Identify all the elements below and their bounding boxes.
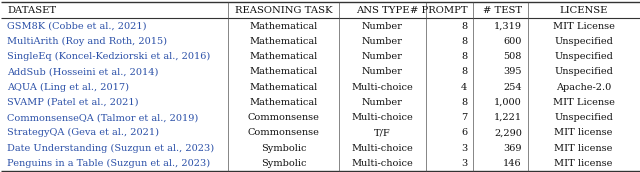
Text: Multi-choice: Multi-choice	[351, 159, 413, 168]
Text: AQUA (Ling et al., 2017): AQUA (Ling et al., 2017)	[7, 83, 129, 92]
Text: 1,221: 1,221	[493, 113, 522, 122]
Text: SingleEq (Koncel-Kedziorski et al., 2016): SingleEq (Koncel-Kedziorski et al., 2016…	[7, 52, 211, 61]
Text: Number: Number	[362, 37, 403, 46]
Text: Number: Number	[362, 67, 403, 76]
Text: ANS TYPE: ANS TYPE	[356, 6, 409, 15]
Text: MIT license: MIT license	[554, 159, 613, 168]
Text: Number: Number	[362, 22, 403, 31]
Text: SVAMP (Patel et al., 2021): SVAMP (Patel et al., 2021)	[7, 98, 138, 107]
Text: Date Understanding (Suzgun et al., 2023): Date Understanding (Suzgun et al., 2023)	[7, 144, 214, 153]
Text: Commonsense: Commonsense	[248, 113, 319, 122]
Text: Unspecified: Unspecified	[554, 52, 613, 61]
Text: 600: 600	[504, 37, 522, 46]
Text: REASONING TASK: REASONING TASK	[235, 6, 332, 15]
Text: 395: 395	[503, 67, 522, 76]
Text: Symbolic: Symbolic	[260, 144, 307, 153]
Text: DATASET: DATASET	[7, 6, 56, 15]
Text: Multi-choice: Multi-choice	[351, 83, 413, 92]
Text: 2,290: 2,290	[494, 128, 522, 137]
Text: # TEST: # TEST	[483, 6, 522, 15]
Text: 6: 6	[461, 128, 467, 137]
Text: Apache-2.0: Apache-2.0	[556, 83, 611, 92]
Text: 4: 4	[461, 83, 467, 92]
Text: 1,319: 1,319	[494, 22, 522, 31]
Text: MIT license: MIT license	[554, 144, 613, 153]
Text: MultiArith (Roy and Roth, 2015): MultiArith (Roy and Roth, 2015)	[7, 37, 167, 46]
Text: 8: 8	[461, 22, 467, 31]
Text: LICENSE: LICENSE	[559, 6, 608, 15]
Text: Multi-choice: Multi-choice	[351, 144, 413, 153]
Text: 8: 8	[461, 67, 467, 76]
Text: 508: 508	[504, 52, 522, 61]
Text: 146: 146	[503, 159, 522, 168]
Text: Number: Number	[362, 52, 403, 61]
Text: Symbolic: Symbolic	[260, 159, 307, 168]
Text: Mathematical: Mathematical	[250, 52, 317, 61]
Text: Multi-choice: Multi-choice	[351, 113, 413, 122]
Text: Unspecified: Unspecified	[554, 113, 613, 122]
Text: MIT License: MIT License	[553, 22, 614, 31]
Text: Commonsense: Commonsense	[248, 128, 319, 137]
Text: Mathematical: Mathematical	[250, 67, 317, 76]
Text: Mathematical: Mathematical	[250, 98, 317, 107]
Text: 8: 8	[461, 37, 467, 46]
Text: CommonsenseQA (Talmor et al., 2019): CommonsenseQA (Talmor et al., 2019)	[7, 113, 198, 122]
Text: Unspecified: Unspecified	[554, 67, 613, 76]
Text: Mathematical: Mathematical	[250, 83, 317, 92]
Text: AddSub (Hosseini et al., 2014): AddSub (Hosseini et al., 2014)	[7, 67, 158, 76]
Text: 7: 7	[461, 113, 467, 122]
Text: MIT License: MIT License	[553, 98, 614, 107]
Text: GSM8K (Cobbe et al., 2021): GSM8K (Cobbe et al., 2021)	[7, 22, 147, 31]
Text: Mathematical: Mathematical	[250, 37, 317, 46]
Text: 254: 254	[503, 83, 522, 92]
Text: # PROMPT: # PROMPT	[410, 6, 467, 15]
Text: 1,000: 1,000	[494, 98, 522, 107]
Text: 369: 369	[503, 144, 522, 153]
Text: 8: 8	[461, 98, 467, 107]
Text: 3: 3	[461, 144, 467, 153]
Text: Unspecified: Unspecified	[554, 37, 613, 46]
Text: Number: Number	[362, 98, 403, 107]
Text: 3: 3	[461, 159, 467, 168]
Text: MIT license: MIT license	[554, 128, 613, 137]
Text: T/F: T/F	[374, 128, 391, 137]
Text: Mathematical: Mathematical	[250, 22, 317, 31]
Text: 8: 8	[461, 52, 467, 61]
Text: StrategyQA (Geva et al., 2021): StrategyQA (Geva et al., 2021)	[7, 128, 159, 137]
Text: Penguins in a Table (Suzgun et al., 2023): Penguins in a Table (Suzgun et al., 2023…	[7, 159, 210, 168]
